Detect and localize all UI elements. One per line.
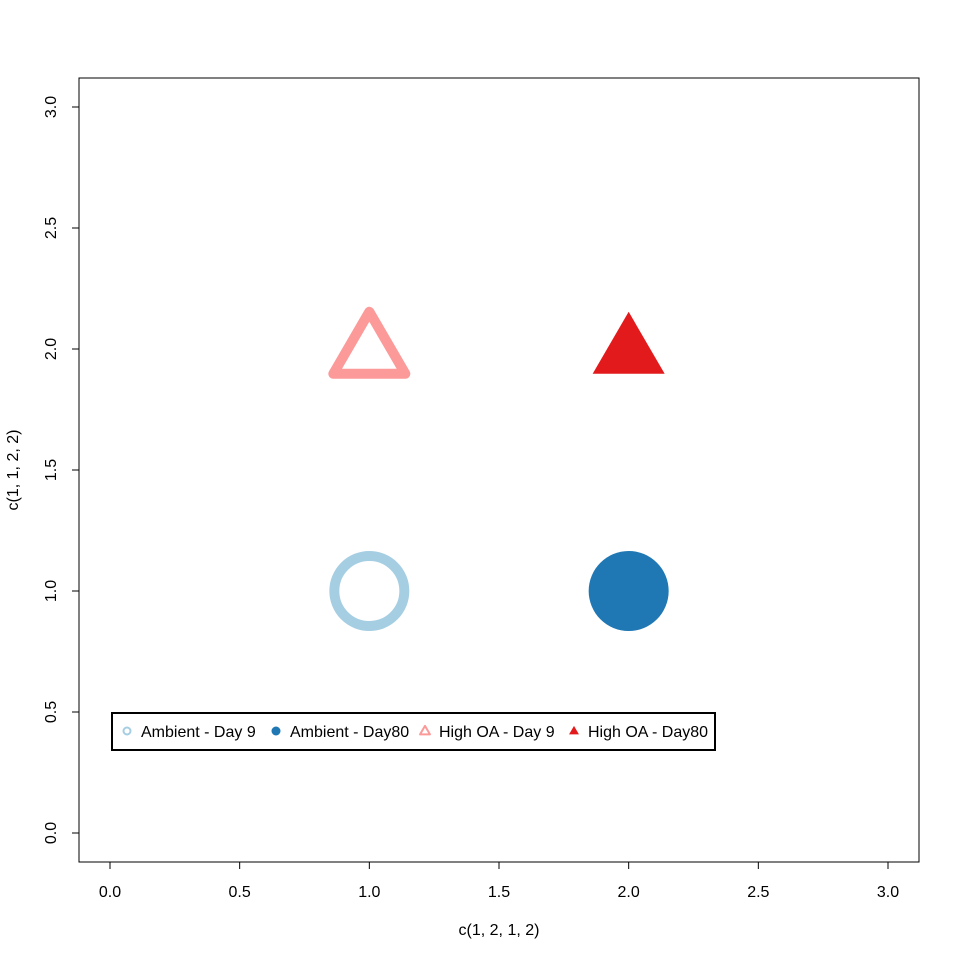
legend-marker-triangle-filled bbox=[569, 725, 579, 735]
y-tick-label: 2.0 bbox=[43, 338, 60, 360]
y-tick-label: 3.0 bbox=[43, 96, 60, 118]
x-tick-label: 1.0 bbox=[358, 884, 380, 901]
y-tick-label: 0.5 bbox=[43, 701, 60, 723]
x-tick-label: 1.5 bbox=[488, 884, 510, 901]
data-point-circle-filled bbox=[588, 551, 669, 631]
x-axis-title: c(1, 2, 1, 2) bbox=[459, 922, 540, 939]
legend-label: High OA - Day80 bbox=[588, 724, 708, 741]
x-tick-label: 0.5 bbox=[229, 884, 251, 901]
legend-marker-circle-filled bbox=[271, 726, 281, 736]
x-tick-label: 2.5 bbox=[747, 884, 769, 901]
x-axis: 0.0 0.5 1.0 1.5 2.0 2.5 3.0 bbox=[99, 861, 899, 901]
y-tick-label: 0.0 bbox=[43, 822, 60, 844]
x-tick-label: 2.0 bbox=[618, 884, 640, 901]
y-tick-label: 1.5 bbox=[43, 459, 60, 481]
y-tick-label: 1.0 bbox=[43, 580, 60, 602]
legend-marker-circle-open bbox=[122, 726, 132, 736]
legend-label: Ambient - Day80 bbox=[290, 724, 409, 741]
legend-box bbox=[111, 712, 716, 751]
data-point-circle-open bbox=[329, 551, 410, 631]
data-points bbox=[328, 306, 669, 631]
legend-label: High OA - Day 9 bbox=[439, 724, 555, 741]
y-axis: 0.0 0.5 1.0 1.5 2.0 2.5 3.0 bbox=[43, 96, 80, 844]
y-axis-title: c(1, 1, 2, 2) bbox=[5, 430, 22, 511]
data-point-triangle-open bbox=[328, 306, 411, 379]
y-tick-label: 2.5 bbox=[43, 217, 60, 239]
x-tick-label: 0.0 bbox=[99, 884, 121, 901]
legend-label: Ambient - Day 9 bbox=[141, 724, 256, 741]
legend-marker-triangle-open bbox=[419, 724, 431, 736]
data-point-triangle-filled bbox=[592, 311, 665, 374]
legend: Ambient - Day 9 Ambient - Day80 High OA - … bbox=[111, 712, 716, 751]
x-tick-label: 3.0 bbox=[877, 884, 899, 901]
